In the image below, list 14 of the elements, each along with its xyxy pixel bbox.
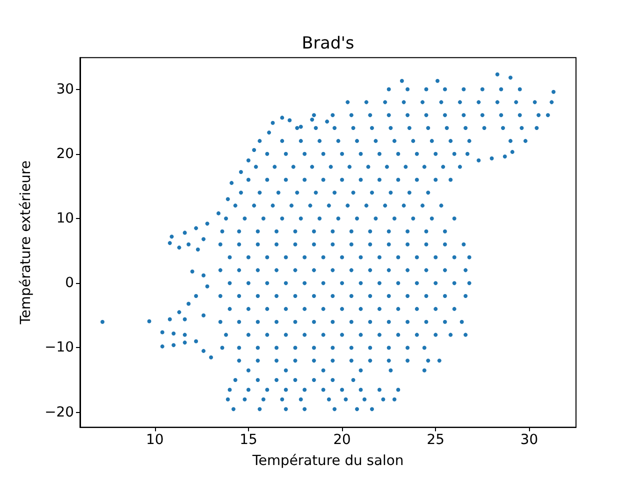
y-tick-label: 30 — [56, 81, 74, 98]
x-tick-label: 30 — [520, 432, 538, 448]
y-tick-label: 0 — [65, 275, 74, 292]
x-tick-label: 10 — [146, 432, 164, 448]
y-tick-label: 10 — [56, 210, 74, 226]
x-tick-label: 25 — [426, 432, 444, 448]
x-tick-label: 20 — [333, 432, 351, 448]
x-axis-title: Température du salon — [251, 453, 404, 470]
chart-title: Brad's — [302, 32, 354, 52]
y-tick-label: −10 — [44, 340, 74, 356]
y-axis-title: Température extérieure — [18, 160, 34, 326]
y-tick-label: 20 — [56, 146, 74, 162]
x-tick-label: 15 — [240, 432, 258, 448]
y-tick-label: −20 — [44, 404, 74, 420]
